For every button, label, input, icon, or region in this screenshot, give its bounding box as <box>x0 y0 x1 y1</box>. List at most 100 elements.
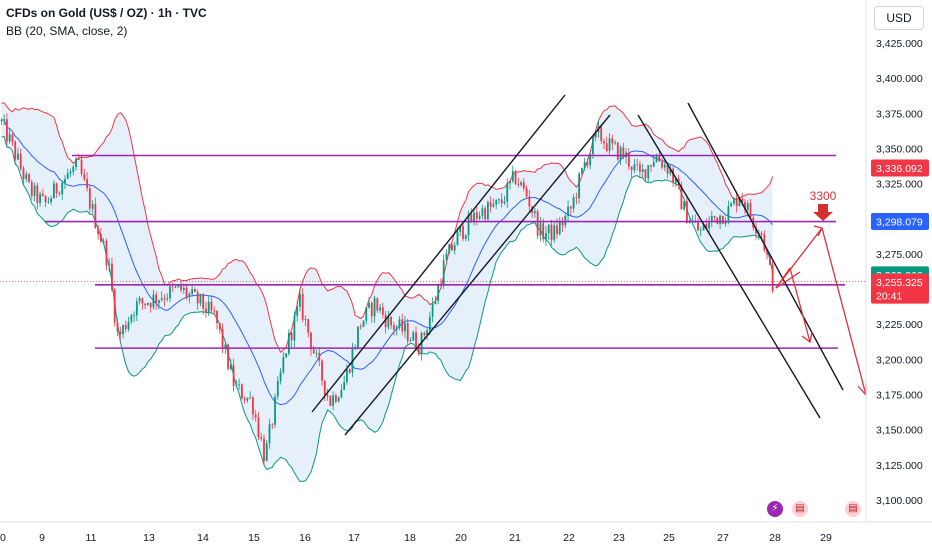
candle <box>721 215 724 224</box>
lightning-icon[interactable]: ⚡ <box>767 501 783 517</box>
candle <box>688 221 691 224</box>
bollinger-lower-band <box>1 136 774 482</box>
candle <box>556 225 558 235</box>
currency-button[interactable]: USD <box>874 6 924 30</box>
candle <box>509 181 511 184</box>
candle <box>124 325 127 330</box>
us-flag-icon[interactable]: ▤ <box>792 501 808 517</box>
candle <box>138 298 141 302</box>
candle <box>475 212 478 219</box>
candle <box>674 178 677 183</box>
x-tick-label: 17 <box>348 532 360 544</box>
candle <box>652 161 655 167</box>
price-badge <box>871 213 929 230</box>
candle <box>83 173 86 180</box>
candle <box>346 369 348 382</box>
candle <box>376 298 379 311</box>
annotation-label: 3300 <box>810 189 837 203</box>
candle <box>373 298 376 317</box>
y-tick-label: 3,325.000 <box>876 179 923 191</box>
us-flag-icon[interactable]: ▤ <box>845 501 861 517</box>
y-tick-label: 3,350.000 <box>876 144 923 156</box>
candle <box>274 396 276 425</box>
candle <box>630 166 633 171</box>
candle <box>473 212 475 223</box>
candle <box>445 253 448 261</box>
candle <box>500 199 503 204</box>
candle <box>600 126 603 142</box>
candle <box>14 141 17 160</box>
candle <box>169 286 171 299</box>
x-tick-label: 27 <box>717 532 729 544</box>
candle <box>249 397 252 399</box>
candle <box>171 286 174 288</box>
arrow-head <box>801 331 813 344</box>
candle <box>666 164 669 174</box>
candle <box>699 230 702 232</box>
candle <box>561 222 564 226</box>
candle <box>246 397 249 401</box>
symbol-title[interactable]: CFDs on Gold (US$ / OZ) · 1h · TVC <box>6 6 207 20</box>
candle <box>442 260 445 286</box>
candle <box>293 315 296 341</box>
candle <box>127 321 130 330</box>
candle <box>710 215 713 221</box>
candle <box>583 162 586 168</box>
candle <box>456 231 459 246</box>
candle <box>135 301 138 316</box>
candle <box>522 182 525 189</box>
candle <box>539 223 542 236</box>
trend-line <box>637 114 821 419</box>
candle <box>113 289 116 323</box>
indicator-label[interactable]: BB (20, SMA, close, 2) <box>6 24 128 38</box>
candle <box>362 320 365 327</box>
candle <box>166 298 169 300</box>
candle <box>149 303 152 308</box>
trend-line <box>687 102 844 391</box>
candle <box>141 298 144 304</box>
candle <box>525 188 528 197</box>
candle <box>180 284 182 290</box>
candle <box>221 329 224 348</box>
candle <box>55 183 58 194</box>
candle <box>381 307 384 315</box>
y-tick-label: 3,175.000 <box>876 390 923 402</box>
x-tick-label: 30 <box>0 532 6 544</box>
candle <box>69 171 72 174</box>
candle <box>415 332 417 349</box>
candle <box>558 222 561 235</box>
candle <box>329 396 332 406</box>
candle <box>332 395 334 406</box>
candle <box>301 293 304 320</box>
candle <box>224 344 227 348</box>
candle <box>340 389 343 398</box>
candle <box>252 397 254 415</box>
candle <box>749 203 752 218</box>
candle <box>663 164 666 168</box>
x-tick-label: 9 <box>39 532 45 544</box>
candle <box>72 166 75 172</box>
y-tick-label: 3,400.000 <box>876 73 923 85</box>
candle <box>348 369 351 373</box>
candle <box>390 316 393 326</box>
candle <box>404 323 406 332</box>
candle <box>650 165 652 167</box>
candle <box>733 198 735 204</box>
y-tick-label: 3,425.000 <box>876 38 923 50</box>
x-tick-label: 15 <box>248 532 260 544</box>
candle <box>229 364 232 369</box>
candle <box>655 156 658 162</box>
candle <box>25 174 28 179</box>
candle <box>498 199 500 201</box>
trend-line <box>344 114 611 436</box>
candle <box>210 301 213 311</box>
candle <box>533 211 536 214</box>
candle <box>683 201 686 210</box>
candle <box>470 214 473 223</box>
candle <box>578 173 581 199</box>
candle <box>8 134 11 142</box>
candle <box>431 303 434 317</box>
candle <box>11 134 14 142</box>
